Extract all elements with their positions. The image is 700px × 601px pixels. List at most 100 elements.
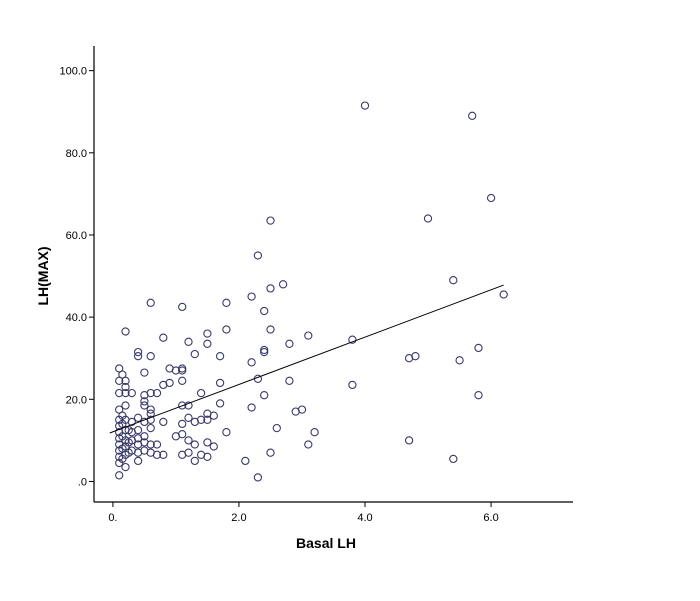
data-point	[266, 448, 275, 457]
data-point	[222, 325, 231, 334]
data-point	[140, 401, 149, 410]
data-point	[140, 432, 149, 441]
data-point	[266, 325, 275, 334]
data-point	[404, 436, 414, 445]
data-point	[253, 251, 263, 260]
data-point	[121, 382, 130, 392]
data-point	[190, 349, 199, 359]
data-point	[253, 473, 263, 482]
data-point	[215, 399, 225, 408]
data-point	[486, 193, 496, 203]
data-point	[159, 333, 168, 342]
data-point	[184, 401, 193, 410]
data-point	[278, 280, 288, 289]
data-point	[455, 356, 464, 365]
y-tick-label: 40.0	[66, 312, 87, 324]
data-point	[474, 343, 483, 353]
y-tick-label: 20.0	[66, 394, 87, 406]
data-point	[468, 111, 477, 120]
data-point	[203, 452, 212, 461]
y-axis-title: LH(MAX)	[35, 246, 51, 305]
y-tick-label: .0	[78, 476, 87, 488]
data-point	[266, 284, 275, 293]
data-points	[109, 101, 508, 482]
data-point	[190, 456, 199, 466]
data-point	[115, 471, 124, 480]
data-point	[297, 405, 307, 414]
data-point	[121, 401, 130, 410]
data-point	[146, 415, 155, 424]
data-point	[260, 347, 269, 357]
data-point	[140, 368, 149, 377]
data-point	[260, 306, 269, 316]
data-point	[152, 450, 162, 459]
data-point	[133, 425, 143, 435]
data-point	[146, 388, 155, 398]
data-point	[178, 430, 187, 439]
data-point	[133, 413, 143, 422]
data-point	[127, 388, 136, 398]
data-point	[285, 376, 294, 385]
data-point	[140, 397, 149, 406]
x-tick-label: 4.0	[357, 512, 372, 524]
data-point	[209, 442, 218, 451]
data-point	[178, 401, 187, 410]
data-point	[222, 298, 231, 307]
data-point	[190, 440, 199, 449]
data-point	[260, 345, 269, 355]
data-point	[146, 440, 155, 449]
data-point	[133, 456, 143, 466]
data-point	[360, 101, 370, 110]
data-point	[348, 380, 357, 390]
data-point	[184, 413, 193, 422]
x-tick-label: 0.	[108, 512, 117, 524]
data-point	[178, 302, 187, 312]
y-tick-label: 60.0	[66, 230, 87, 242]
data-point	[152, 388, 162, 398]
data-point	[159, 450, 168, 459]
data-point	[215, 352, 225, 361]
data-point	[203, 329, 212, 338]
data-point	[115, 388, 124, 398]
data-point	[196, 415, 206, 424]
data-point	[304, 331, 313, 340]
data-point	[348, 335, 357, 344]
data-point	[247, 358, 256, 367]
data-point	[285, 339, 294, 348]
data-point	[184, 436, 193, 445]
data-point	[165, 378, 174, 388]
data-point	[133, 347, 143, 357]
data-point	[178, 364, 187, 373]
data-point	[474, 391, 483, 400]
data-point	[247, 292, 256, 301]
data-point	[241, 456, 250, 466]
data-point	[121, 327, 130, 336]
data-point	[146, 352, 155, 361]
data-point	[121, 462, 130, 472]
data-point	[178, 376, 187, 385]
data-point	[184, 448, 193, 457]
data-point	[215, 378, 225, 388]
data-point	[178, 419, 187, 429]
x-tick-label: 2.0	[231, 512, 246, 524]
data-point	[146, 423, 155, 433]
data-point	[121, 376, 130, 385]
data-point	[133, 352, 143, 361]
data-point	[159, 417, 168, 427]
data-point	[184, 337, 193, 346]
axes: .0 20.0 40.0 60.0 80.0 100.0 0. 2.0 4.0 6.0	[59, 46, 573, 524]
data-point	[203, 415, 212, 424]
data-point	[146, 405, 155, 414]
x-axis-title: Basal LH	[296, 535, 356, 551]
data-point	[146, 298, 155, 307]
data-point	[222, 428, 231, 437]
y-tick-label: 80.0	[66, 148, 87, 160]
data-point	[449, 276, 458, 285]
data-point	[260, 391, 269, 400]
y-tick-label: 100.0	[59, 66, 87, 78]
data-point	[423, 214, 433, 223]
data-point	[209, 411, 218, 420]
data-point	[196, 388, 206, 398]
data-point	[203, 438, 212, 447]
